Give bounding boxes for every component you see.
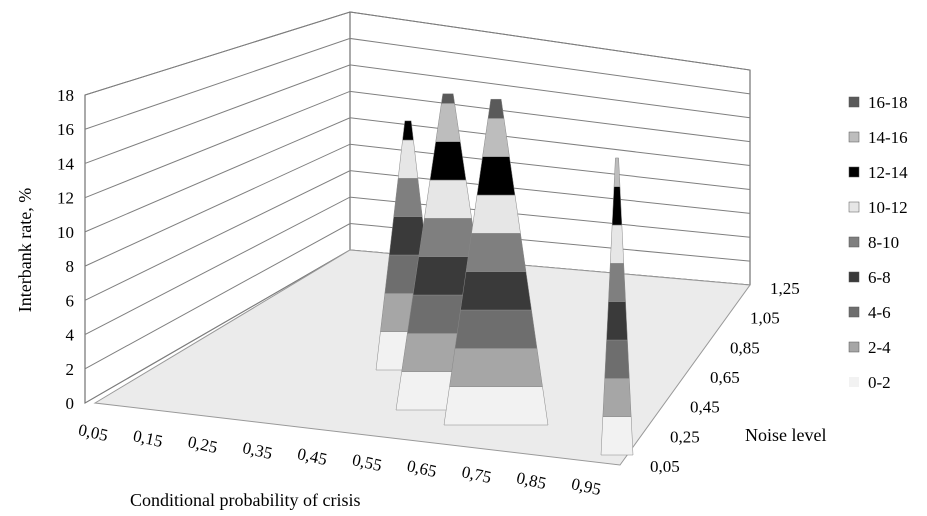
legend-label: 12-14: [868, 163, 908, 182]
legend-swatch: [848, 236, 860, 248]
y-tick-label: 0,85: [730, 338, 760, 357]
surface-band: [600, 416, 634, 456]
legend-label: 2-4: [868, 338, 891, 357]
legend-swatch: [848, 271, 860, 283]
surface-peaks: [375, 93, 634, 456]
z-tick-label: 10: [57, 223, 74, 242]
y-tick-label: 0,45: [690, 398, 720, 417]
surface-band: [610, 224, 624, 264]
y-tick-label: 1,05: [750, 309, 780, 328]
surface-band: [465, 233, 527, 272]
legend: 16-18 14-16 12-14 10-12 8-10 6-8 4-6 2-4 0-2: [848, 93, 908, 392]
surface-band: [606, 301, 628, 341]
y-tick-labels: 0,05 0,25 0,45 0,65 0,85 1,05 1,25: [650, 279, 800, 476]
y-tick-label: 0,65: [710, 368, 740, 387]
surface-peak: [443, 98, 549, 426]
legend-label: 4-6: [868, 303, 891, 322]
legend-swatch: [848, 96, 860, 108]
z-gridline: [84, 64, 751, 164]
surface-band: [604, 339, 630, 379]
x-tick-label: 0,25: [186, 432, 219, 457]
surface-band: [476, 156, 516, 196]
x-tick-label: 0,85: [515, 468, 548, 493]
z-tick-label: 0: [66, 394, 75, 413]
z-tick-label: 6: [66, 291, 75, 310]
z-axis-title: Interbank rate, %: [15, 188, 35, 312]
x-tick-label: 0,05: [77, 420, 110, 445]
legend-label: 14-16: [868, 128, 908, 147]
surface-band: [460, 271, 532, 311]
z-gridline: [84, 117, 751, 233]
y-tick-label: 0,25: [670, 427, 700, 446]
legend-swatch: [848, 131, 860, 143]
surface-band: [471, 194, 521, 234]
surface-peak: [395, 93, 501, 411]
z-gridline: [84, 90, 751, 199]
legend-swatch: [848, 306, 860, 318]
z-tick-label: 8: [66, 257, 75, 276]
legend-label: 6-8: [868, 268, 891, 287]
z-gridline: [84, 11, 751, 96]
surface-band: [424, 179, 472, 219]
legend-swatch: [849, 377, 859, 387]
legend-label: 16-18: [868, 93, 908, 112]
x-tick-labels: 0,05 0,15 0,25 0,35 0,45 0,55 0,65 0,75 0,85 0,95: [77, 420, 603, 499]
surface-band: [418, 218, 478, 257]
legend-swatch: [848, 341, 860, 353]
x-tick-label: 0,45: [296, 444, 329, 469]
x-tick-label: 0,95: [570, 474, 603, 499]
z-tick-label: 14: [57, 154, 75, 173]
legend-swatch: [848, 201, 860, 213]
y-tick-label: 1,25: [770, 279, 800, 298]
z-gridline: [84, 37, 751, 130]
surface-band: [608, 263, 626, 302]
z-tick-labels: 0 2 4 6 8 10 12 14 16 18: [57, 86, 75, 413]
legend-label: 0-2: [868, 373, 891, 392]
surface-peak: [600, 157, 634, 456]
y-tick-label: 0,05: [650, 457, 680, 476]
surface-band: [487, 98, 505, 119]
surface-band: [429, 141, 467, 181]
y-axis-title: Noise level: [745, 425, 826, 445]
surface-band: [441, 93, 455, 104]
surface-band: [449, 348, 543, 387]
z-tick-label: 4: [66, 326, 75, 345]
z-tick-label: 12: [57, 189, 74, 208]
x-tick-label: 0,35: [241, 438, 274, 463]
surface-band: [454, 309, 538, 349]
legend-label: 10-12: [868, 198, 908, 217]
surface-band: [393, 178, 423, 217]
surface-band: [443, 386, 549, 426]
x-tick-label: 0,65: [405, 456, 438, 481]
surface-band: [602, 378, 632, 417]
surface-band: [613, 157, 621, 187]
z-tick-label: 2: [66, 360, 75, 379]
surface-band: [402, 120, 414, 141]
x-tick-label: 0,15: [131, 426, 164, 451]
z-tick-label: 16: [57, 120, 74, 139]
legend-label: 8-10: [868, 233, 899, 252]
legend-swatch: [848, 166, 860, 178]
x-tick-label: 0,55: [351, 450, 384, 475]
z-tick-label: 18: [57, 86, 74, 105]
x-axis-title: Conditional probability of crisis: [130, 490, 360, 510]
surface-band: [611, 186, 623, 226]
x-tick-label: 0,75: [460, 462, 493, 487]
